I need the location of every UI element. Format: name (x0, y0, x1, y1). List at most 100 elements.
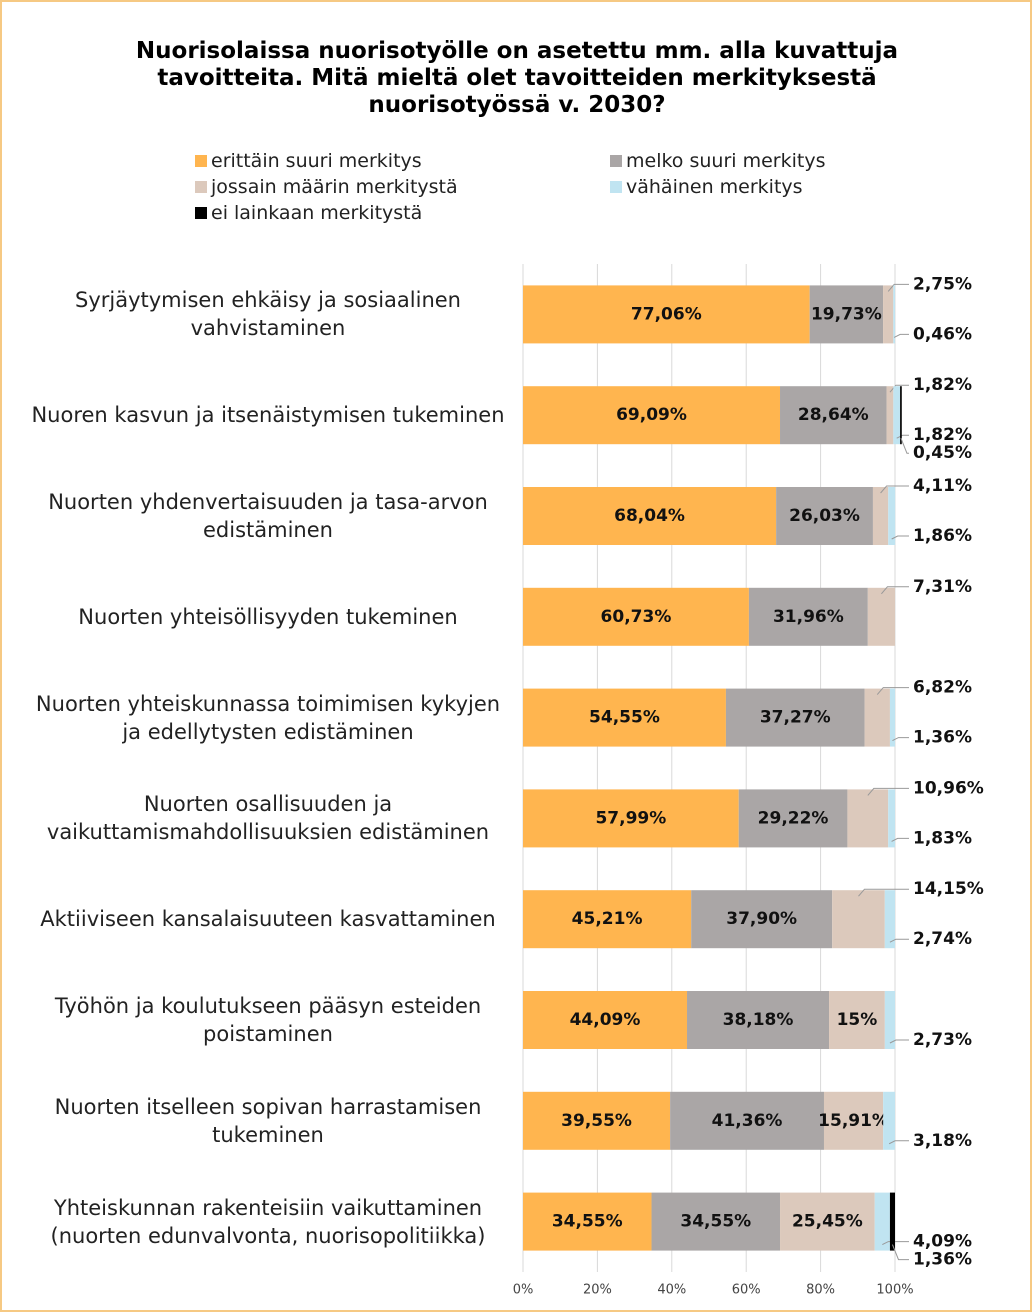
value-label: 6,82% (913, 678, 972, 698)
bar-segment (523, 386, 781, 445)
legend-swatch (610, 181, 622, 193)
value-label: 1,36% (913, 1250, 972, 1270)
value-label: 54,55% (589, 708, 660, 728)
chart-title: Nuorisolaissa nuorisotyölle on asetettu … (135, 38, 899, 118)
bar-segment (864, 688, 890, 747)
value-label: 2,75% (913, 274, 972, 294)
legend-label: jossain määrin merkitystä (211, 176, 458, 198)
x-tick-label: 40% (657, 1283, 686, 1298)
leader-line (882, 1241, 909, 1246)
legend-label: ei lainkaan merkitystä (211, 202, 423, 224)
leader-line (889, 1039, 909, 1044)
bar-segment (748, 587, 868, 646)
leader-line (858, 888, 909, 897)
leader-line (889, 938, 909, 943)
bar-segment (670, 1091, 824, 1150)
bar-segment (883, 285, 894, 344)
bar-segment (900, 386, 902, 445)
bar-segment (780, 386, 887, 445)
category-label: Yhteiskunnan rakenteisiin vaikuttaminen … (50, 1195, 486, 1248)
legend-label: melko suuri merkitys (626, 150, 826, 172)
x-tick-label: 80% (806, 1283, 835, 1298)
legend-swatch (195, 207, 207, 219)
category-label: Nuorten yhteiskunnassa toimimisen kykyje… (35, 691, 501, 744)
legend-label: erittäin suuri merkitys (211, 150, 422, 172)
value-label: 68,04% (614, 506, 685, 526)
value-label: 2,73% (913, 1030, 972, 1050)
value-label: 1,83% (913, 828, 972, 848)
leader-line (888, 1140, 909, 1145)
legend-label: vähäinen merkitys (626, 176, 803, 198)
leader-line (892, 737, 909, 742)
bar-segment (523, 890, 692, 949)
value-label: 39,55% (561, 1111, 632, 1131)
bar-segment (888, 487, 896, 545)
bar-segment (523, 1192, 652, 1251)
x-tick-label: 20% (583, 1283, 612, 1298)
value-label: 1,82% (913, 375, 972, 395)
leader-line (887, 283, 909, 292)
value-label: 4,11% (913, 476, 972, 496)
bar-segment (651, 1192, 781, 1251)
leader-line (880, 485, 909, 494)
category-label: Nuorten itselleen sopivan harrastamisen … (54, 1094, 482, 1147)
leader-line (891, 535, 909, 540)
leader-line (876, 687, 909, 695)
leader-line (896, 434, 909, 439)
leader-line (889, 384, 909, 393)
bar-segment (874, 1192, 890, 1251)
category-label: Syrjäytymisen ehkäisy ja sosiaalinen vah… (75, 288, 461, 341)
value-label: 4,09% (913, 1232, 972, 1252)
bar-segment (523, 991, 688, 1049)
leader-line (892, 1244, 909, 1261)
bar-segment (847, 789, 889, 848)
bar-segment (888, 789, 895, 848)
value-label: 19,73% (811, 304, 882, 324)
value-label: 60,73% (601, 607, 672, 627)
legend-swatch (195, 155, 207, 167)
value-label: 77,06% (631, 304, 702, 324)
value-label: 37,27% (760, 708, 831, 728)
value-label: 31,96% (773, 607, 844, 627)
value-label: 28,64% (798, 405, 869, 425)
value-label: 29,22% (758, 808, 829, 828)
value-label: 15% (837, 1010, 878, 1030)
value-label: 34,55% (680, 1212, 751, 1232)
category-label: Aktiiviseen kansalaisuuteen kasvattamine… (40, 907, 496, 932)
value-label: 1,86% (913, 526, 972, 546)
value-label: 7,31% (913, 577, 972, 597)
x-tick-label: 60% (732, 1283, 761, 1298)
bar-segment (691, 890, 833, 949)
x-tick-label: 100% (876, 1283, 913, 1298)
category-label: Nuorten yhdenvertaisuuden ja tasa-arvon … (48, 490, 488, 542)
value-label: 45,21% (572, 909, 643, 929)
bar-segment (738, 789, 848, 848)
bar-segment (867, 587, 895, 646)
bar-segment (809, 285, 884, 344)
legend-item: melko suuri merkitys (610, 150, 825, 172)
value-label: 41,36% (712, 1111, 783, 1131)
value-label: 25,45% (792, 1212, 863, 1232)
value-label: 15,91% (818, 1111, 889, 1131)
bar-segment (872, 487, 889, 545)
bar-segment (889, 1192, 895, 1251)
value-label: 26,03% (789, 506, 860, 526)
bar-segment (823, 1091, 884, 1150)
bar-segment (776, 487, 873, 545)
value-label: 57,99% (595, 808, 666, 828)
bar-segment (780, 1192, 875, 1251)
bar-segment (523, 285, 810, 344)
value-label: 0,45% (913, 443, 972, 463)
legend-item: jossain määrin merkitystä (195, 176, 458, 198)
value-label: 69,09% (616, 405, 687, 425)
legend-item: ei lainkaan merkitystä (195, 202, 422, 224)
bar-segment (523, 487, 777, 545)
bar-segment (725, 688, 865, 747)
x-tick-label: 0% (513, 1283, 534, 1298)
bar-segment (883, 1091, 895, 1150)
leader-line (881, 586, 909, 595)
legend-swatch (610, 155, 622, 167)
category-label: Työhön ja koulutukseen pääsyn esteiden p… (54, 994, 482, 1046)
